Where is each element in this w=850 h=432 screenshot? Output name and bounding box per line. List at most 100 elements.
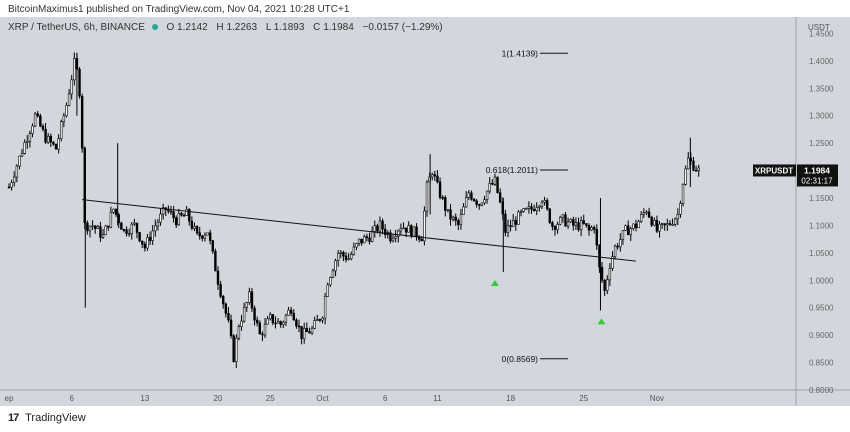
candle-body: [83, 147, 86, 224]
candle-body: [402, 227, 405, 230]
candle-body: [572, 219, 575, 226]
candle-body: [269, 314, 272, 320]
candle-body: [67, 93, 71, 106]
candle-body: [472, 198, 476, 202]
footer: 17 TradingView: [8, 412, 86, 424]
candle-body: [514, 220, 518, 225]
candle-body: [261, 333, 264, 336]
candle-body: [334, 260, 337, 272]
candle-body: [663, 223, 666, 226]
candle-body: [626, 225, 630, 236]
candle-body: [224, 303, 228, 314]
candle-body: [365, 236, 369, 239]
price-scale[interactable]: [796, 17, 850, 390]
candle-body: [201, 235, 204, 239]
candle-body: [368, 237, 371, 243]
low-label: L: [265, 22, 272, 33]
candle-body: [248, 291, 251, 303]
candle-body: [289, 309, 293, 314]
plot-area[interactable]: [0, 17, 796, 390]
candle-body: [253, 307, 256, 321]
candle-body: [381, 220, 384, 230]
candle-body: [509, 225, 512, 227]
x-tick-label: 6: [383, 394, 388, 403]
candle-body: [642, 212, 646, 215]
y-tick-label: 1.0500: [809, 249, 834, 258]
price-tag-countdown: 02:31:17: [801, 176, 833, 185]
candle-body: [91, 225, 94, 228]
candle-body: [287, 309, 290, 316]
y-tick-label: 0.9000: [809, 331, 834, 340]
candle-body: [444, 197, 447, 211]
candle-body: [647, 211, 651, 218]
currency-label: USDT: [808, 23, 830, 32]
candle-body: [404, 227, 408, 233]
candle-body: [313, 320, 316, 329]
candle-body: [49, 135, 53, 143]
footer-brand: TradingView: [25, 412, 86, 424]
candle-body: [323, 296, 327, 319]
candle-body: [99, 226, 102, 238]
candle-body: [519, 211, 523, 213]
candle-body: [318, 319, 322, 321]
candle-body: [159, 213, 162, 223]
candle-body: [640, 213, 643, 222]
candle-body: [282, 321, 285, 325]
candle-body: [271, 314, 275, 324]
candle-body: [676, 214, 680, 220]
candle-body: [46, 135, 50, 143]
candle-body: [31, 125, 34, 134]
candle-body: [357, 238, 361, 244]
y-tick-label: 0.9500: [809, 304, 834, 313]
x-axis: ep 6 13 20 25 Oct 6 11 18 25 Nov: [5, 394, 664, 403]
candle-body: [316, 319, 319, 321]
y-tick-label: 0.8000: [809, 386, 834, 395]
candle-body: [15, 165, 19, 178]
candle-body: [151, 230, 154, 241]
candle-body: [391, 237, 395, 242]
candles-group: [7, 52, 700, 368]
candle-body: [420, 238, 423, 242]
candle-body: [175, 217, 178, 226]
candle-body: [585, 223, 588, 226]
close-value: 1.1984: [323, 22, 354, 33]
candle-body: [436, 175, 439, 183]
x-tick-label: 25: [579, 394, 588, 403]
close-label: C: [313, 22, 321, 33]
y-tick-label: 1.1500: [809, 194, 834, 203]
scale-corner: [796, 390, 850, 406]
candle-body: [274, 322, 277, 325]
candle-body: [101, 234, 105, 238]
candle-body: [355, 243, 358, 248]
candle-body: [297, 325, 301, 328]
candle-body: [13, 176, 16, 183]
candle-body: [344, 255, 348, 260]
candle-body: [378, 220, 382, 232]
candle-body: [125, 229, 128, 235]
candle-body: [449, 209, 452, 220]
candle-body: [412, 226, 416, 237]
candle-body: [23, 142, 26, 154]
candle-body: [169, 210, 173, 213]
time-scale[interactable]: [0, 390, 796, 406]
candle-body: [595, 229, 599, 246]
candle-body: [242, 306, 246, 322]
candle-body: [637, 221, 640, 229]
candle-body: [496, 176, 499, 194]
candle-body: [543, 200, 546, 203]
candle-body: [130, 223, 133, 234]
candle-body: [258, 322, 261, 335]
symbol-tag-label: XRPUSDT: [755, 166, 793, 175]
candle-body: [237, 326, 241, 339]
candle-body: [538, 205, 541, 208]
candle-body: [441, 197, 444, 199]
candle-body: [540, 201, 544, 207]
candle-body: [73, 58, 76, 81]
x-tick-label: 11: [433, 394, 442, 403]
candle-body: [608, 267, 612, 281]
candle-body: [135, 222, 139, 233]
candle-body: [222, 296, 225, 305]
price-tag-box: [797, 164, 838, 187]
